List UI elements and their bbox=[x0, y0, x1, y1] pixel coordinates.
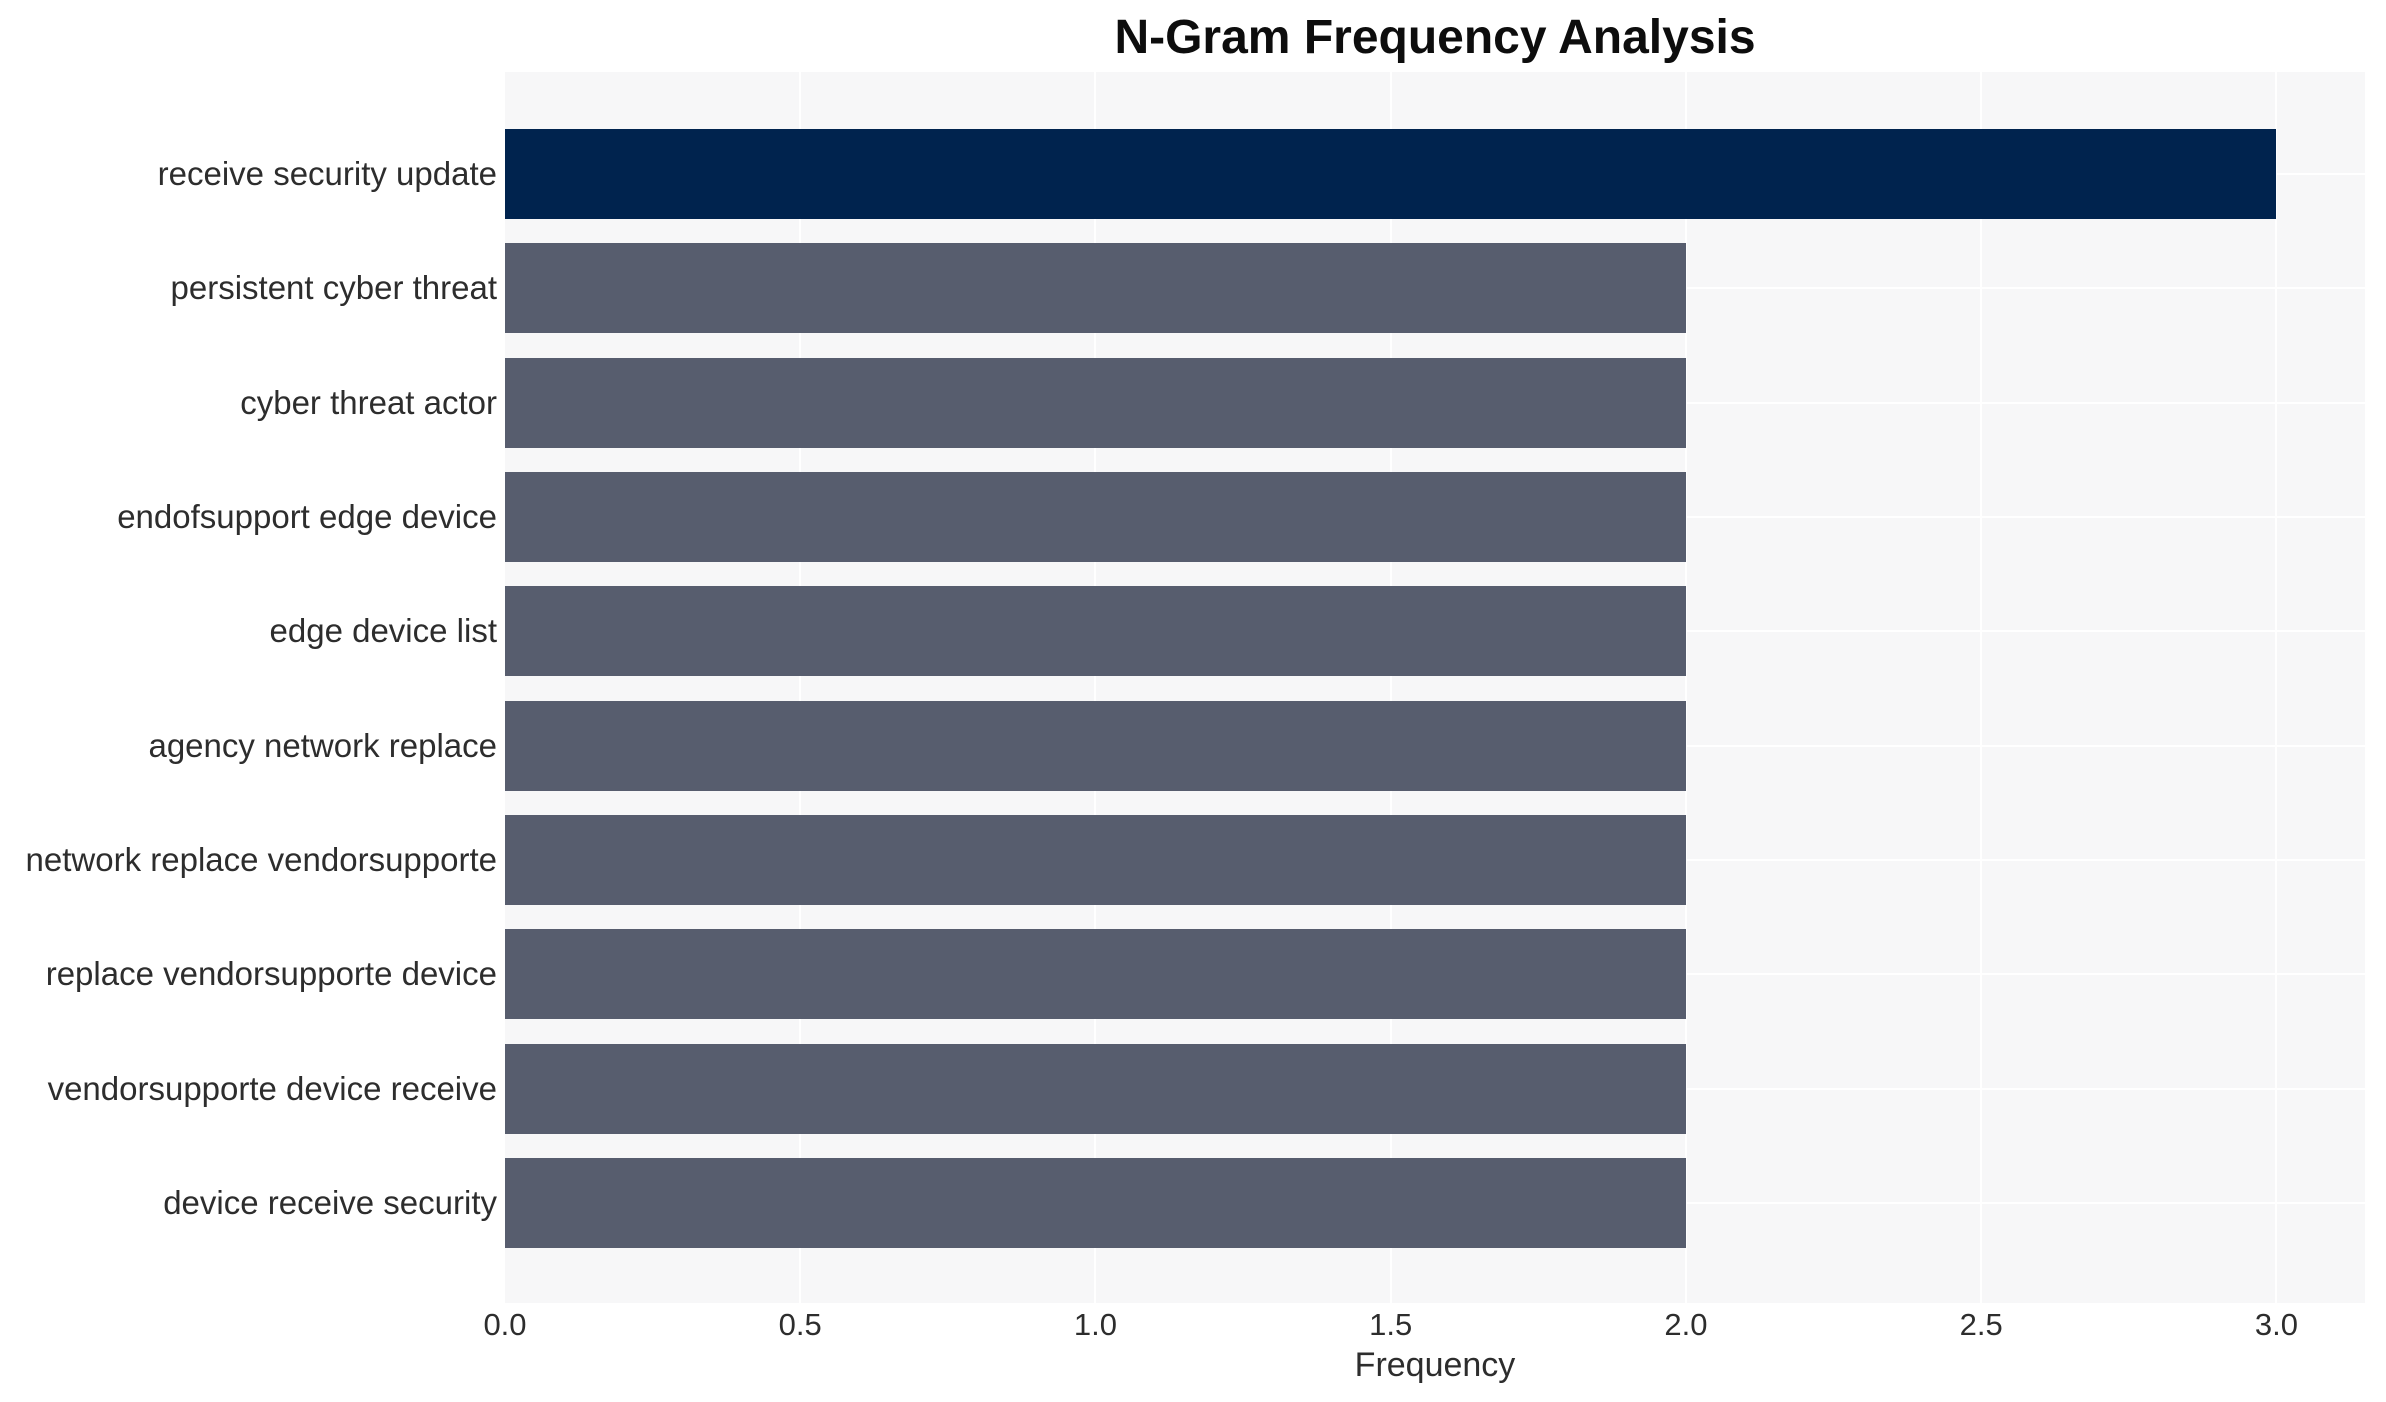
gridline-vertical bbox=[1389, 72, 1392, 1303]
bar-network-replace-vendorsupporte bbox=[505, 814, 1686, 905]
plot-area bbox=[505, 72, 2365, 1303]
x-tick-label: 1.5 bbox=[1369, 1307, 1413, 1342]
bar-vendorsupporte-device-receive bbox=[505, 1043, 1686, 1134]
x-tick-label: 0.5 bbox=[778, 1307, 822, 1342]
chart-title: N-Gram Frequency Analysis bbox=[1114, 11, 1756, 64]
x-tick-label: 1.0 bbox=[1073, 1307, 1118, 1342]
gridline-vertical bbox=[1684, 72, 1687, 1303]
gridline-vertical bbox=[1980, 72, 1983, 1303]
bar-endofsupport-edge-device bbox=[505, 472, 1686, 563]
y-axis-label: network replace vendorsupporte bbox=[25, 840, 497, 878]
y-axis-label: endofsupport edge device bbox=[117, 498, 497, 536]
y-axis-label: device receive security bbox=[163, 1183, 497, 1221]
bar-replace-vendorsupporte-device bbox=[505, 929, 1686, 1020]
x-tick-label: 0.0 bbox=[483, 1307, 527, 1342]
gridline-vertical bbox=[2275, 72, 2278, 1303]
y-axis-label: agency network replace bbox=[148, 726, 497, 764]
gridline-vertical bbox=[799, 72, 802, 1303]
bar-persistent-cyber-threat bbox=[505, 243, 1686, 334]
x-axis-title: Frequency bbox=[1354, 1346, 1516, 1384]
x-tick-label: 3.0 bbox=[2254, 1307, 2298, 1342]
y-axis-label: cyber threat actor bbox=[240, 383, 497, 421]
y-axis-label: edge device list bbox=[269, 612, 497, 650]
gridline-vertical bbox=[1094, 72, 1097, 1303]
y-axis-label: vendorsupporte device receive bbox=[47, 1069, 497, 1107]
bar-device-receive-security bbox=[505, 1157, 1686, 1248]
y-axis-label: persistent cyber threat bbox=[170, 269, 498, 307]
bar-cyber-threat-actor bbox=[505, 357, 1686, 448]
x-tick-label: 2.5 bbox=[1959, 1307, 2003, 1342]
bar-receive-security-update bbox=[505, 129, 2277, 220]
bar-edge-device-list bbox=[505, 586, 1686, 677]
y-axis-label: receive security update bbox=[157, 155, 497, 193]
bar-agency-network-replace bbox=[505, 700, 1686, 791]
y-axis-label: replace vendorsupporte device bbox=[45, 955, 497, 993]
x-tick-label: 2.0 bbox=[1664, 1307, 1708, 1342]
